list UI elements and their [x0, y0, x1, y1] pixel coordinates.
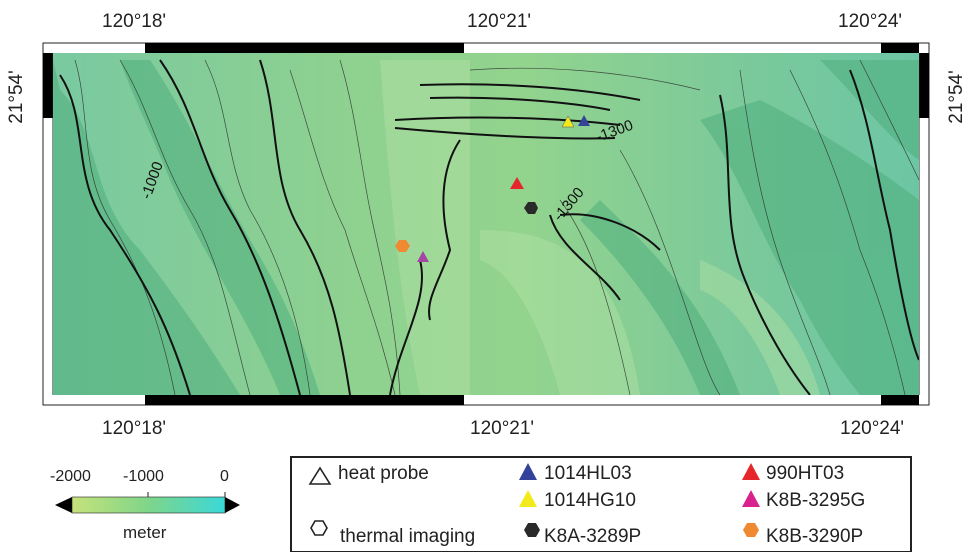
left-latitude-label: 21°54' — [6, 70, 27, 124]
legend-K8B-3295G-icon — [742, 490, 760, 507]
site-1014HL03-marker — [578, 115, 590, 126]
colorbar — [55, 492, 240, 514]
top-tick-1: 120°18' — [102, 11, 167, 32]
bottom-tick-1: 120°18' — [102, 418, 167, 439]
legend-K8B-3295G-label: K8B-3295G — [766, 490, 866, 511]
heat-probe-icon — [308, 466, 332, 485]
legend-1014HL03-label: 1014HL03 — [544, 463, 632, 484]
colorbar-tick-mid: -1000 — [123, 468, 164, 485]
legend-heat-probe-label: heat probe — [338, 463, 429, 484]
colorbar-tick-high: 0 — [220, 468, 229, 485]
legend-990HT03-icon — [742, 463, 760, 480]
legend-990HT03-label: 990HT03 — [766, 463, 845, 484]
legend-1014HG10-label: 1014HG10 — [544, 490, 636, 511]
top-tick-2: 120°21' — [467, 11, 532, 32]
legend-K8A-3289P-label: K8A-3289P — [544, 526, 642, 547]
thermal-imaging-icon — [310, 520, 328, 536]
top-tick-3: 120°24' — [838, 11, 903, 32]
legend-1014HG10-icon — [519, 490, 537, 507]
site-1014HG10-marker — [561, 115, 575, 128]
right-latitude-label: 21°54' — [946, 70, 967, 124]
site-990HT03-marker — [510, 177, 524, 189]
bathymetry-map: -1000 -1300 -1300 — [53, 53, 919, 395]
legend-K8B-3290P-icon — [743, 523, 759, 537]
site-K8A-3289P-marker — [524, 202, 538, 214]
legend-box — [290, 456, 912, 552]
legend-thermal-imaging-label: thermal imaging — [340, 526, 476, 547]
legend-K8A-3289P-icon — [524, 523, 540, 537]
legend-1014HL03-icon — [519, 463, 537, 480]
bottom-tick-3: 120°24' — [840, 418, 905, 439]
site-K8B-3290P-marker — [395, 240, 410, 252]
site-K8B-3295G-marker — [417, 251, 429, 262]
legend-K8B-3290P-label: K8B-3290P — [766, 526, 864, 547]
colorbar-unit: meter — [123, 523, 167, 542]
bottom-tick-2: 120°21' — [470, 418, 535, 439]
colorbar-tick-low: -2000 — [50, 468, 91, 485]
